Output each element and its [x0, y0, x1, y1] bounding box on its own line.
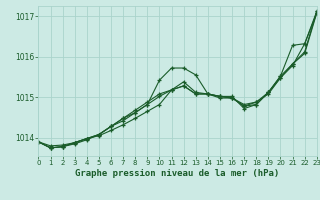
- X-axis label: Graphe pression niveau de la mer (hPa): Graphe pression niveau de la mer (hPa): [76, 169, 280, 178]
